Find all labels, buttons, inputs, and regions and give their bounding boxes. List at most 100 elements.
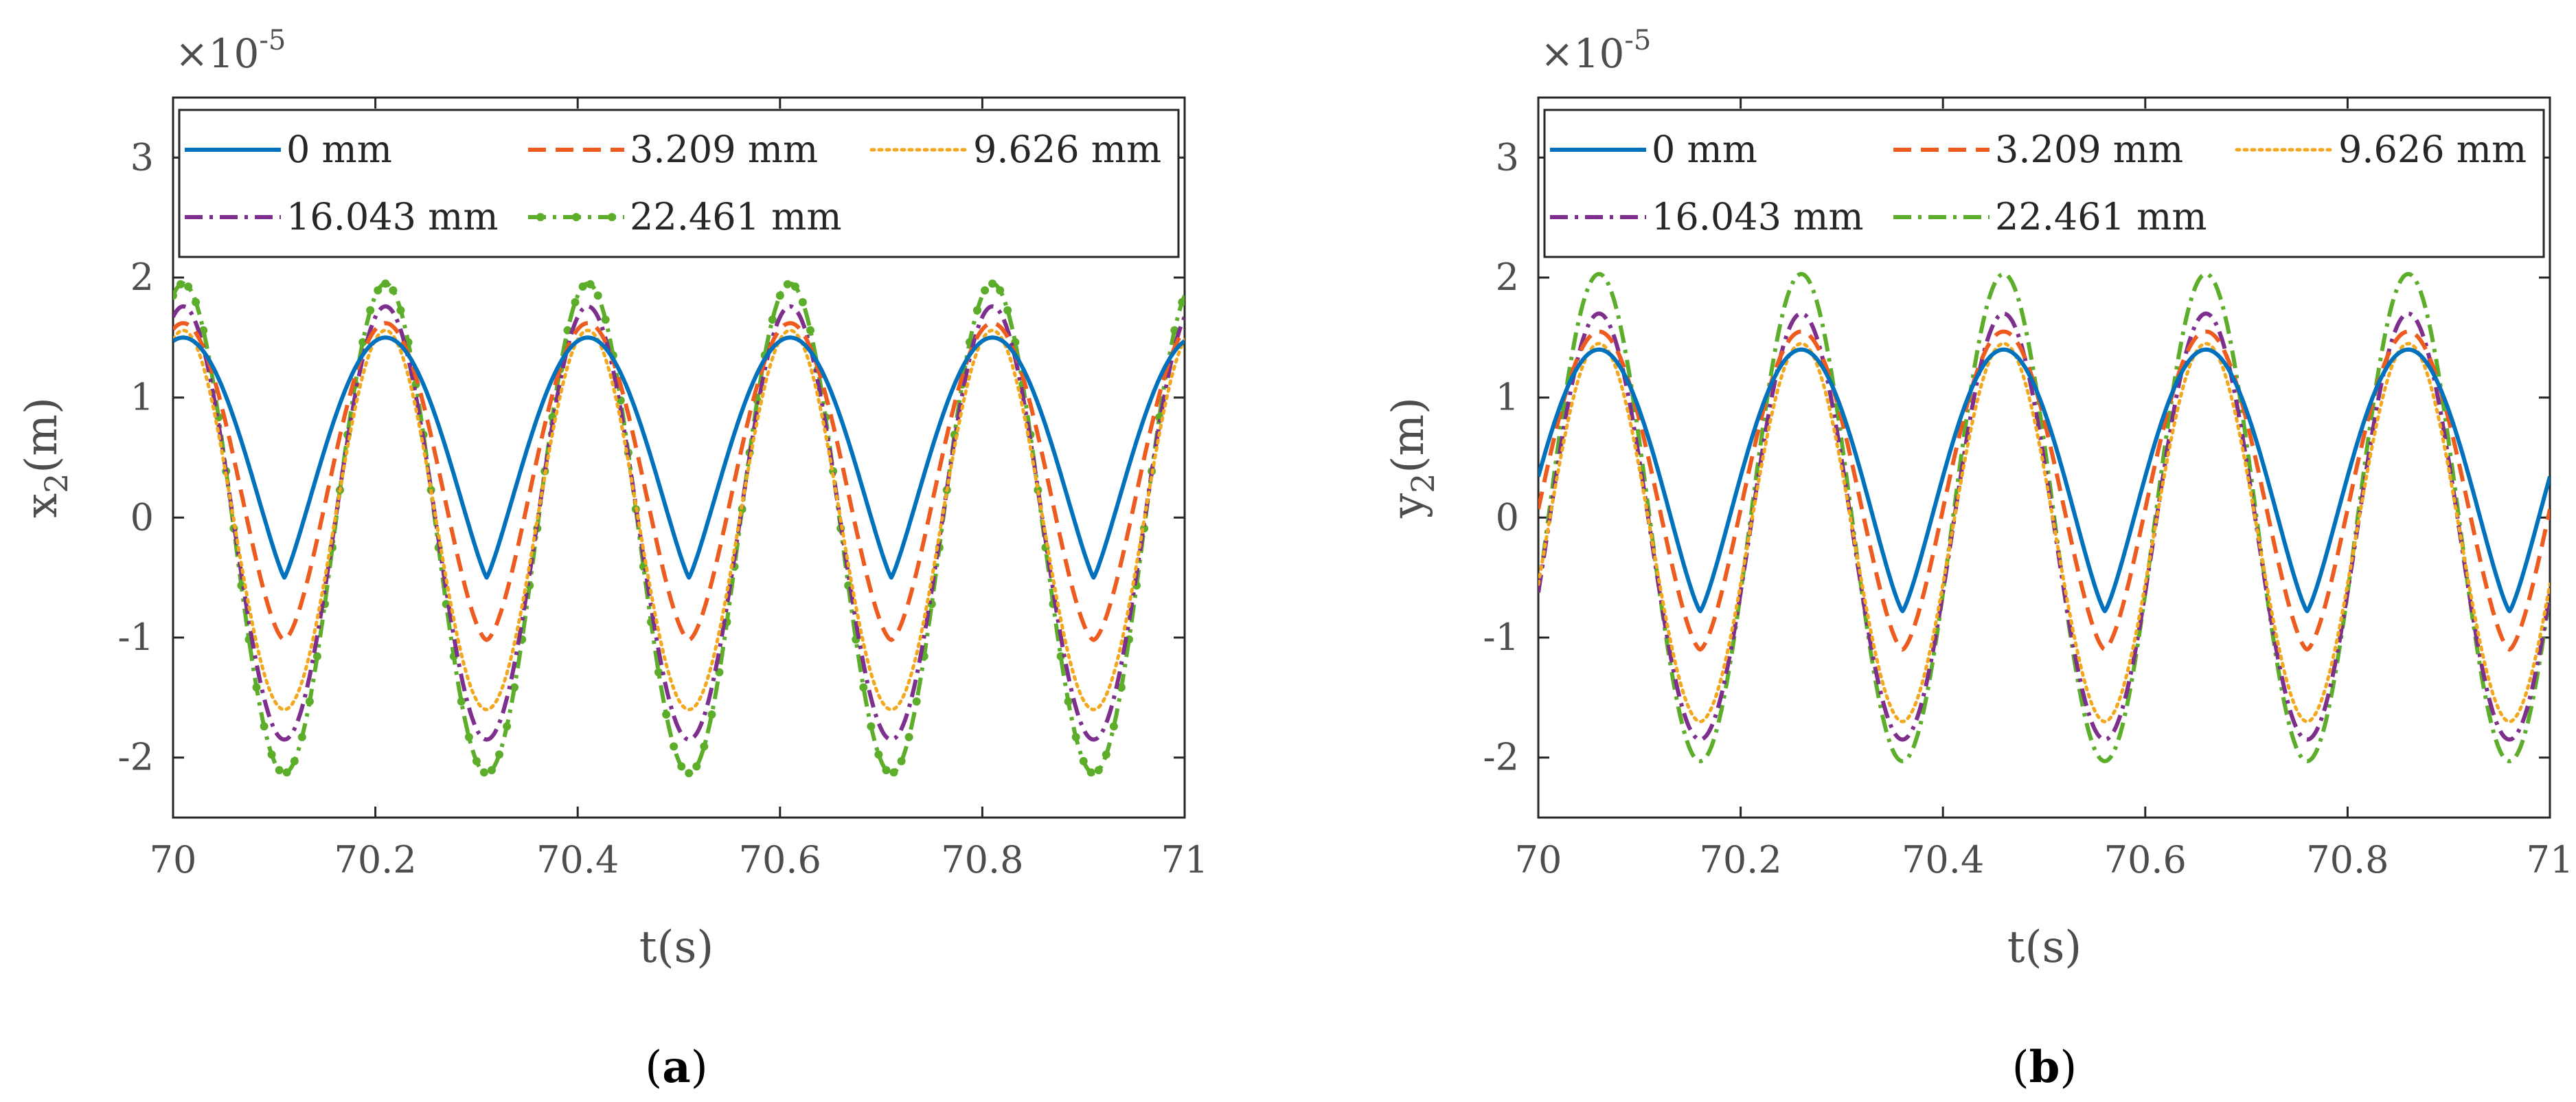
x-tick-label: 70.4	[1902, 838, 1984, 881]
series-marker-22-461-mm	[988, 279, 997, 288]
series-group-a	[173, 279, 1185, 778]
series-marker-22-461-mm	[297, 732, 306, 741]
series-marker-22-461-mm	[1170, 326, 1179, 335]
series-marker-22-461-mm	[503, 722, 512, 731]
legend-marker	[536, 213, 545, 221]
series-marker-22-461-mm	[882, 766, 891, 774]
series-marker-22-461-mm	[282, 768, 291, 777]
y-tick-label: 2	[1496, 256, 1519, 299]
series-marker-22-461-mm	[457, 697, 466, 706]
series-marker-22-461-mm	[874, 750, 883, 759]
series-marker-22-461-mm	[685, 769, 694, 778]
series-marker-22-461-mm	[290, 756, 299, 765]
x-axis-title-a: t(s)	[639, 922, 714, 973]
series-marker-22-461-mm	[996, 286, 1005, 295]
y-axis-title-a: x2(m)	[16, 397, 75, 518]
legend-label-0-mm: 0 mm	[286, 128, 392, 171]
series-marker-22-461-mm	[472, 756, 481, 765]
series-marker-22-461-mm	[677, 762, 686, 771]
legend-marker	[572, 213, 580, 221]
series-marker-22-461-mm	[662, 710, 671, 719]
series-line-9-626-mm	[1538, 341, 2550, 723]
series-marker-22-461-mm	[783, 280, 792, 289]
series-line-3-209-mm	[1538, 329, 2550, 652]
series-marker-22-461-mm	[1102, 750, 1110, 759]
series-marker-22-461-mm	[495, 750, 503, 759]
series-marker-22-461-mm	[510, 683, 519, 692]
series-marker-22-461-mm	[670, 742, 679, 751]
tick-marks-a	[172, 98, 1186, 818]
series-marker-22-461-mm	[790, 282, 799, 291]
legend-box-a	[178, 109, 1180, 258]
series-line-9-626-mm	[173, 328, 1185, 712]
y-tick-label: 0	[1496, 495, 1519, 539]
y-multiplier-a: ×10-5	[175, 25, 286, 77]
series-marker-22-461-mm	[358, 338, 367, 347]
series-marker-22-461-mm	[563, 326, 572, 335]
x-tick-label: 70	[1515, 838, 1562, 881]
y-tick-labels-b: -2 -1 0 1 2 3	[1483, 135, 1519, 778]
series-marker-22-461-mm	[904, 732, 913, 741]
legend-b: 0 mm 3.209 mm 9.626 mm 16.043 mm 22.461 mm	[1543, 109, 2545, 258]
legend-label-22-461-mm: 22.461 mm	[1995, 195, 2207, 238]
y-tick-label: 3	[1496, 135, 1519, 179]
series-marker-22-461-mm	[1071, 732, 1080, 741]
x-tick-label: 70	[150, 838, 197, 881]
x-tick-labels-a: 70 70.2 70.4 70.6 70.8 71	[150, 838, 1209, 881]
y-multiplier-b: ×10-5	[1540, 25, 1651, 77]
series-marker-22-461-mm	[173, 291, 177, 300]
legend-label-16-043-mm: 16.043 mm	[1652, 195, 1864, 238]
series-marker-22-461-mm	[692, 762, 701, 771]
series-marker-22-461-mm	[571, 297, 580, 306]
legend-marker	[608, 213, 616, 221]
series-marker-22-461-mm	[396, 306, 405, 315]
y-tick-label: 1	[130, 376, 154, 419]
series-marker-22-461-mm	[981, 286, 990, 295]
series-marker-22-461-mm	[806, 326, 814, 335]
y-tick-label: -2	[117, 736, 154, 779]
series-marker-22-461-mm	[1003, 306, 1012, 315]
series-line-22-461-mm	[173, 281, 1185, 776]
legend-label-3-209-mm: 3.209 mm	[630, 128, 818, 171]
series-marker-22-461-mm	[768, 315, 777, 324]
legend-label-3-209-mm: 3.209 mm	[1995, 128, 2183, 171]
legend-items-a: 0 mm 3.209 mm 9.626 mm 16.043 mm 22.461 mm	[185, 128, 1161, 238]
legend-items-b: 0 mm 3.209 mm 9.626 mm 16.043 mm 22.461 mm	[1550, 128, 2527, 238]
y-tick-label: -1	[117, 616, 154, 659]
series-marker-22-461-mm	[707, 710, 716, 719]
y-tick-label: -1	[1483, 616, 1519, 659]
legend-label-9-626-mm: 9.626 mm	[2338, 128, 2527, 171]
y-tick-label: -2	[1483, 736, 1519, 779]
series-marker-22-461-mm	[867, 722, 876, 731]
series-marker-22-461-mm	[305, 697, 314, 706]
series-marker-22-461-mm	[312, 652, 321, 661]
y-tick-label: 2	[130, 256, 154, 299]
x-tick-label: 70.6	[2104, 838, 2187, 881]
series-marker-22-461-mm	[1079, 756, 1088, 765]
series-marker-22-461-mm	[912, 697, 921, 706]
series-group-b	[1538, 271, 2550, 763]
series-marker-22-461-mm	[578, 282, 587, 291]
series-marker-22-461-mm	[488, 766, 496, 774]
series-line-0-mm	[1538, 347, 2550, 614]
x-tick-label: 71	[1161, 838, 1209, 881]
series-marker-22-461-mm	[192, 297, 201, 306]
series-marker-22-461-mm	[859, 683, 868, 692]
panel-label-a: (a)	[645, 1042, 707, 1093]
series-marker-22-461-mm	[267, 750, 276, 759]
x-tick-label: 70.6	[739, 838, 821, 881]
legend-a: 0 mm 3.209 mm 9.626 mm 16.043 mm 22.461 mm	[178, 109, 1180, 258]
x-tick-label: 71	[2527, 838, 2574, 881]
series-marker-22-461-mm	[176, 280, 185, 289]
chart-panel-b: 70 70.2 70.4 70.6 70.8 71 -2 -1 0 1 2 3 ×10-5 t(s)…	[1383, 25, 2573, 1093]
y-tick-label: 0	[130, 495, 154, 539]
series-marker-22-461-mm	[381, 279, 390, 288]
series-marker-22-461-mm	[775, 291, 784, 300]
series-marker-22-461-mm	[1094, 766, 1103, 774]
y-tick-label: 3	[130, 135, 154, 179]
legend-label-0-mm: 0 mm	[1652, 128, 1757, 171]
series-marker-22-461-mm	[889, 768, 898, 777]
series-marker-22-461-mm	[252, 683, 261, 692]
series-marker-22-461-mm	[897, 756, 906, 765]
y-tick-labels-a: -2 -1 0 1 2 3	[117, 135, 154, 778]
